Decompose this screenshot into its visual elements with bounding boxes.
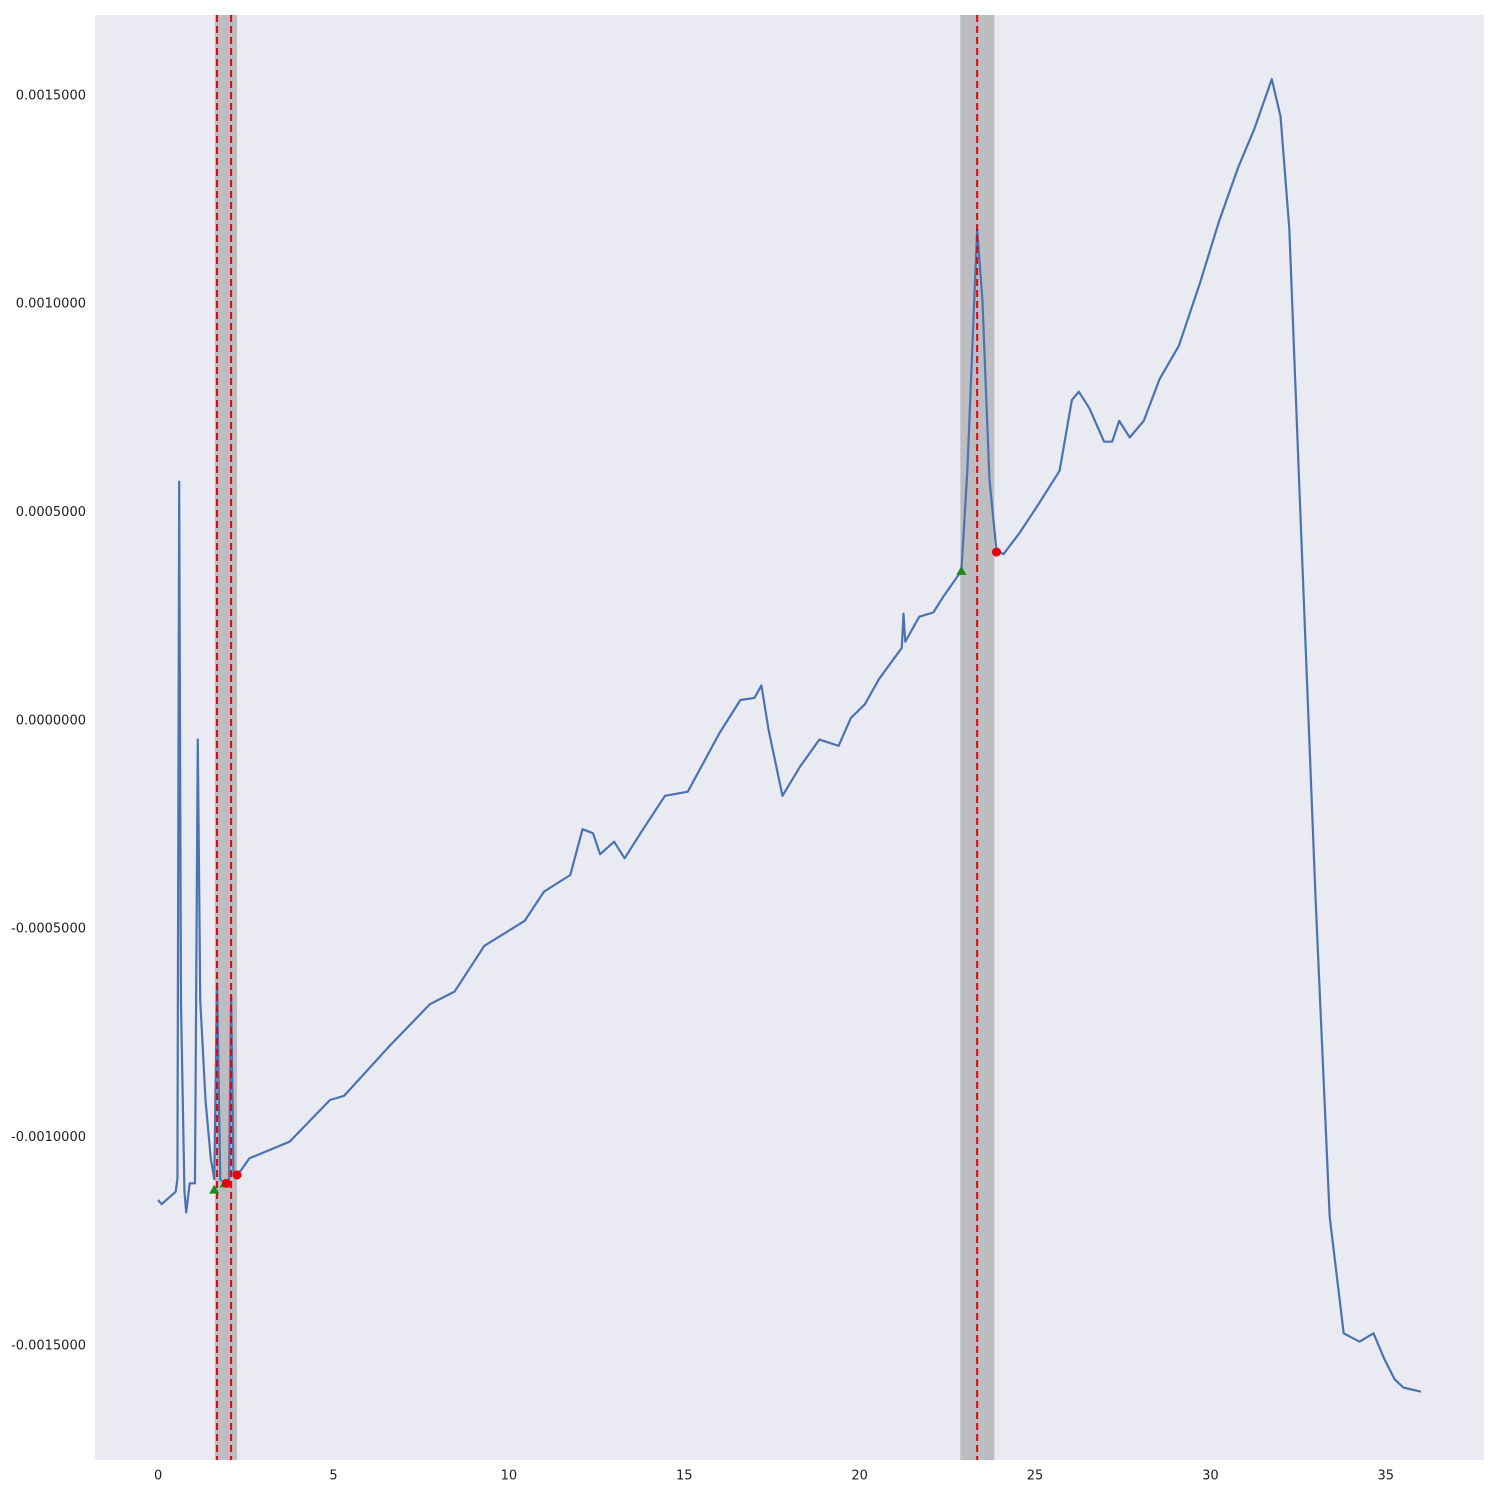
y-tick-label: 0.0000000: [16, 713, 86, 728]
x-tick-label: 20: [851, 1469, 868, 1484]
x-tick-label: 10: [501, 1469, 518, 1484]
y-tick-label: -0.0015000: [11, 1338, 86, 1353]
plot-area: [95, 15, 1484, 1460]
y-tick-label: 0.0005000: [16, 505, 86, 520]
end-marker: [991, 547, 1001, 557]
start-marker: [956, 565, 967, 575]
y-tick-label: 0.0010000: [16, 297, 86, 312]
y-tick-label: -0.0005000: [11, 922, 86, 937]
y-tick-label: -0.0010000: [11, 1130, 86, 1145]
start-marker: [209, 1184, 220, 1194]
x-tick-label: 35: [1378, 1469, 1395, 1484]
y-tick-label: 0.0015000: [16, 88, 86, 103]
shaded-span: [214, 15, 238, 1460]
x-tick-label: 15: [676, 1469, 693, 1484]
end-marker: [232, 1170, 242, 1180]
x-tick-label: 5: [329, 1469, 337, 1484]
x-tick-label: 0: [154, 1469, 162, 1484]
data-line: [157, 78, 1422, 1393]
end-marker: [222, 1178, 232, 1188]
x-tick-label: 25: [1027, 1469, 1044, 1484]
x-tick-label: 30: [1202, 1469, 1219, 1484]
